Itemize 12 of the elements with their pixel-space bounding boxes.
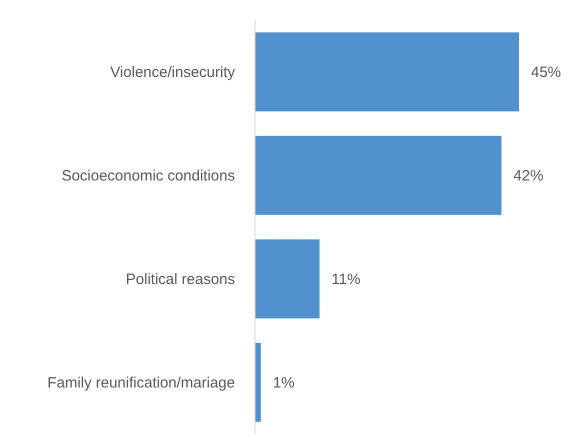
y-tick-label: Political reasons bbox=[126, 271, 235, 288]
y-tick-label: Violence/insecurity bbox=[110, 64, 236, 82]
data-label: 11% bbox=[332, 271, 360, 288]
data-label: 45% bbox=[531, 64, 562, 82]
y-tick-label: Socioeconomic conditions bbox=[62, 168, 235, 185]
data-label: 1% bbox=[272, 374, 295, 392]
y-tick-label: Family reunification/mariage bbox=[47, 374, 235, 392]
data-label: 42% bbox=[513, 168, 544, 185]
bar bbox=[255, 239, 320, 318]
bar bbox=[255, 136, 502, 215]
bar bbox=[255, 342, 261, 422]
bar bbox=[255, 32, 519, 112]
